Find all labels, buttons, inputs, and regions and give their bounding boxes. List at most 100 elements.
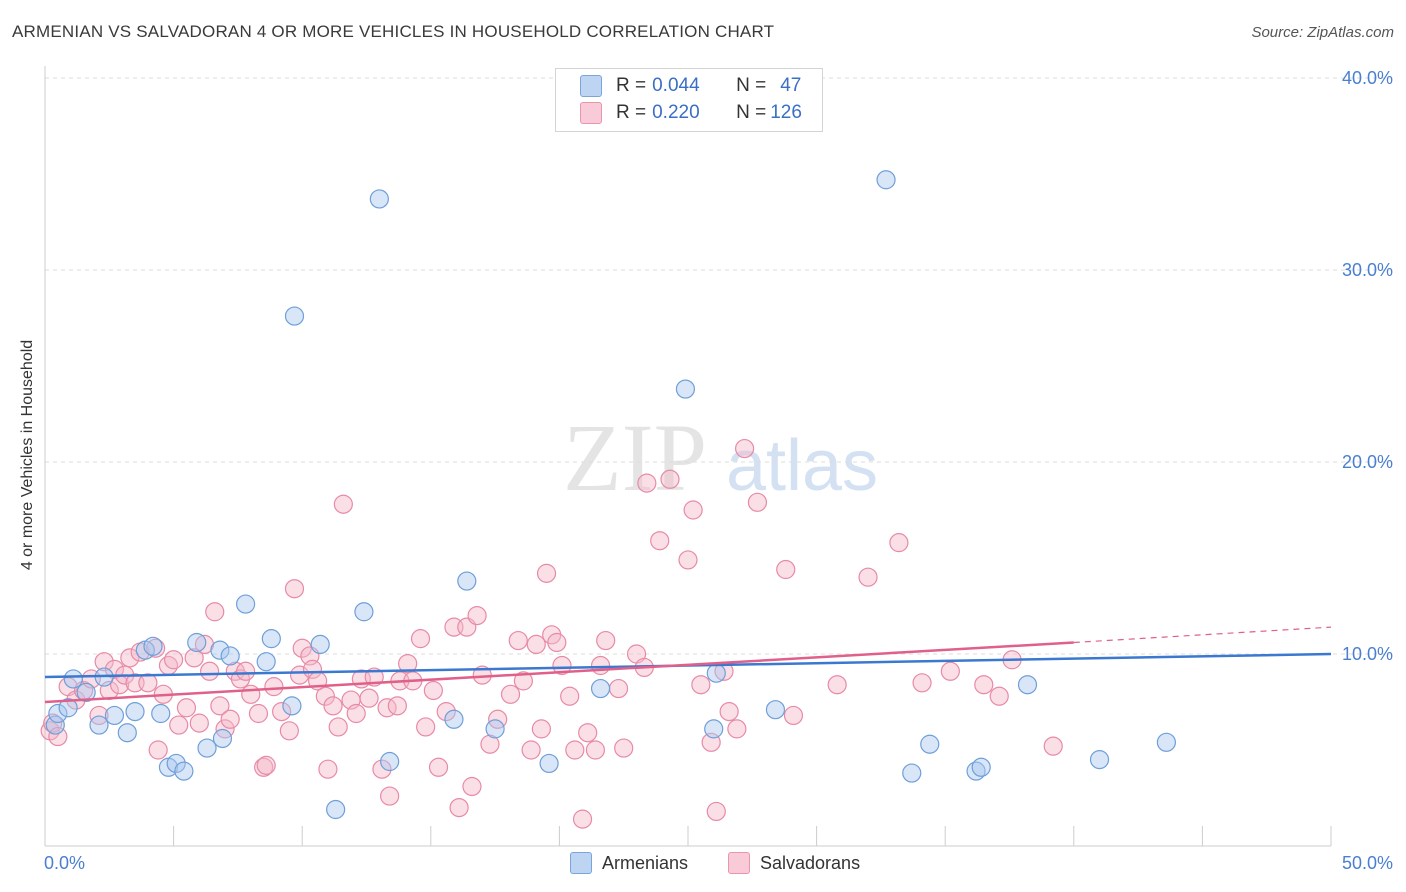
salvadorans-point (660, 469, 680, 489)
armenians-point (590, 678, 611, 699)
armenians-point (920, 734, 940, 754)
armenians-point (197, 738, 217, 758)
armenians-point (210, 640, 230, 660)
salvadorans-point (292, 638, 312, 658)
salvadorans-point (912, 673, 932, 693)
salvadorans-point (508, 630, 528, 651)
r-value: 0.220 (652, 102, 700, 123)
salvadorans-point (858, 567, 878, 587)
salvadorans-point (1043, 736, 1063, 756)
watermark-atlas: atlas (726, 426, 878, 506)
armenians-point (187, 632, 207, 653)
armenians-point (220, 646, 240, 666)
salvadorans-point (40, 721, 60, 741)
r-value: 0.044 (652, 75, 700, 96)
armenians-point (1089, 749, 1110, 770)
salvadorans-point (650, 531, 670, 551)
salvadorans-point (547, 632, 567, 653)
salvadorans-point (572, 809, 593, 829)
salvadorans-point (578, 723, 598, 743)
salvadorans-point (776, 559, 796, 580)
salvadorans-point (940, 661, 960, 681)
armenians-point (125, 701, 145, 722)
salvadorans-point (552, 655, 572, 676)
armenians-point (675, 379, 696, 399)
armenians-point (282, 696, 302, 716)
watermark: ZIP atlas (563, 404, 878, 511)
y-tick-label: 20.0% (1342, 452, 1393, 472)
n-value: 126 (770, 102, 802, 123)
axes (44, 66, 1332, 847)
legend-row-armenians: R = 0.044 N = 47 (580, 74, 801, 98)
salvadorans-point (210, 696, 230, 716)
salvadorans-points (40, 438, 1063, 829)
salvadorans-point (200, 661, 220, 681)
salvadorans-point (169, 715, 189, 735)
armenians-point (174, 761, 194, 781)
salvadorans-point (48, 726, 68, 747)
armenians-swatch (580, 75, 602, 97)
salvadorans-point (521, 740, 541, 760)
armenians-point (89, 715, 109, 735)
salvadorans-point (94, 652, 114, 672)
armenians-point (354, 602, 374, 622)
salvadorans-point (889, 533, 909, 553)
armenians-point (284, 306, 305, 326)
r-label: R = (616, 75, 647, 96)
armenians-point (485, 719, 505, 739)
salvadorans-point (148, 740, 168, 760)
salvadorans-point (387, 696, 407, 716)
salvadorans-point (513, 671, 533, 691)
n-label: N = (736, 75, 767, 96)
salvadorans-point (272, 701, 292, 722)
salvadorans-point (747, 492, 768, 512)
salvadorans-point (189, 713, 209, 733)
salvadorans-point (560, 686, 580, 706)
salvadorans-point (614, 738, 634, 758)
salvadorans-point (323, 696, 343, 716)
armenians-point (765, 700, 786, 720)
salvadorans-point (719, 701, 739, 722)
salvadorans-point (184, 648, 204, 668)
n-value: 47 (780, 75, 802, 96)
n-label: N = (736, 102, 767, 123)
salvadorans-point (176, 698, 197, 718)
salvadorans-point (683, 500, 703, 520)
salvadorans-point (104, 659, 125, 679)
salvadorans-point (827, 675, 847, 695)
salvadorans-point (410, 629, 431, 649)
salvadorans-point (596, 630, 616, 651)
salvadorans-point (526, 634, 546, 655)
x-tick-label: 50.0% (1342, 853, 1393, 873)
armenians-point (151, 703, 171, 724)
series-legend: Armenians Salvadorans (0, 852, 1406, 876)
salvadorans-point (462, 776, 482, 797)
trend-lines (44, 626, 1332, 704)
salvadorans-point (120, 648, 140, 668)
armenians-point (706, 663, 726, 683)
salvadorans-point (531, 719, 551, 739)
salvadorans-point (565, 740, 585, 760)
watermark-zip: ZIP (563, 404, 707, 511)
armenians-point (45, 715, 65, 735)
armenians-point (1017, 675, 1038, 695)
salvadorans-trend-extension (1073, 626, 1332, 644)
armenians-legend-label: Armenians (602, 852, 689, 873)
salvadorans-point (536, 563, 557, 583)
salvadorans-point (264, 677, 284, 697)
gridlines (45, 77, 1392, 655)
armenians-point (444, 709, 464, 729)
armenians-point (76, 682, 96, 703)
armenians-point (704, 719, 724, 739)
source-label: Source: ZipAtlas.com (1251, 24, 1394, 41)
salvadorans-point (637, 473, 657, 493)
salvadorans-point (380, 786, 400, 806)
armenians-point (117, 723, 137, 743)
salvadorans-point (423, 680, 443, 701)
salvadorans-point (328, 717, 348, 737)
salvadorans-point (416, 717, 436, 737)
salvadorans-point (608, 678, 629, 699)
salvadorans-point (333, 494, 353, 514)
armenians-point (369, 189, 389, 209)
